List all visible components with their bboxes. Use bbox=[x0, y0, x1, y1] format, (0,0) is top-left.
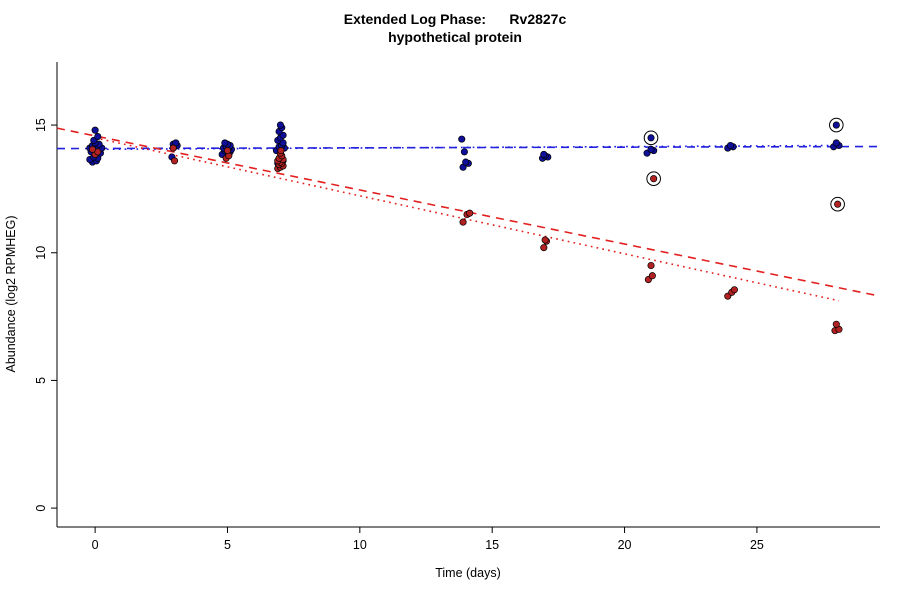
data-point-red bbox=[647, 261, 655, 270]
plot-area: 0 5 10 15 20 25 0 5 10 15 bbox=[34, 62, 881, 552]
data-point-blue bbox=[221, 139, 229, 147]
outlier-point-red bbox=[834, 200, 842, 208]
data-point-red bbox=[277, 147, 285, 155]
x-tick-label: 5 bbox=[224, 538, 231, 552]
data-point-red bbox=[648, 272, 656, 280]
x-tick-label: 10 bbox=[353, 538, 367, 552]
outlier-ring bbox=[646, 171, 661, 186]
data-point-blue bbox=[462, 158, 470, 166]
data-point-red bbox=[169, 144, 177, 152]
outlier-ring bbox=[830, 196, 845, 212]
x-tick-label: 20 bbox=[618, 538, 632, 552]
data-point-red bbox=[459, 218, 467, 226]
y-tick-label: 15 bbox=[34, 118, 48, 132]
outlier-point-red bbox=[650, 175, 658, 183]
data-point-blue bbox=[94, 133, 102, 141]
data-point-red bbox=[541, 236, 549, 244]
data-point-blue bbox=[276, 121, 284, 129]
outlier-ring bbox=[829, 117, 844, 133]
data-point-blue bbox=[460, 148, 468, 156]
data-point-blue bbox=[458, 135, 466, 143]
data-point-red bbox=[223, 147, 232, 155]
chart-title: Extended Log Phase: Rv2827c bbox=[344, 11, 567, 27]
chart-subtitle: hypothetical protein bbox=[388, 29, 522, 45]
x-tick-label: 0 bbox=[92, 538, 99, 552]
trend-line-blue-dotted bbox=[95, 144, 839, 151]
data-point-blue bbox=[540, 150, 548, 158]
data-point-blue bbox=[832, 139, 840, 147]
data-point-blue bbox=[647, 145, 655, 153]
y-axis-label: Abundance (log2 RPMHEG) bbox=[4, 215, 18, 372]
y-tick-label: 5 bbox=[34, 377, 48, 384]
x-tick-label: 25 bbox=[750, 538, 764, 552]
outlier-ring bbox=[643, 130, 659, 146]
x-axis-label: Time (days) bbox=[435, 566, 501, 580]
data-point-red bbox=[170, 157, 179, 165]
x-tick-label: 15 bbox=[485, 538, 499, 552]
y-tick-label: 10 bbox=[34, 246, 48, 260]
data-point-red bbox=[88, 145, 97, 153]
data-point-red bbox=[730, 286, 738, 294]
data-point-red bbox=[832, 320, 840, 328]
data-point-red bbox=[466, 209, 474, 217]
y-tick-label: 0 bbox=[34, 505, 48, 512]
outlier-point-blue bbox=[647, 134, 655, 142]
outlier-point-blue bbox=[832, 121, 840, 129]
data-point-blue bbox=[91, 126, 99, 134]
data-point-blue bbox=[726, 141, 734, 150]
data-point-red bbox=[540, 244, 548, 252]
